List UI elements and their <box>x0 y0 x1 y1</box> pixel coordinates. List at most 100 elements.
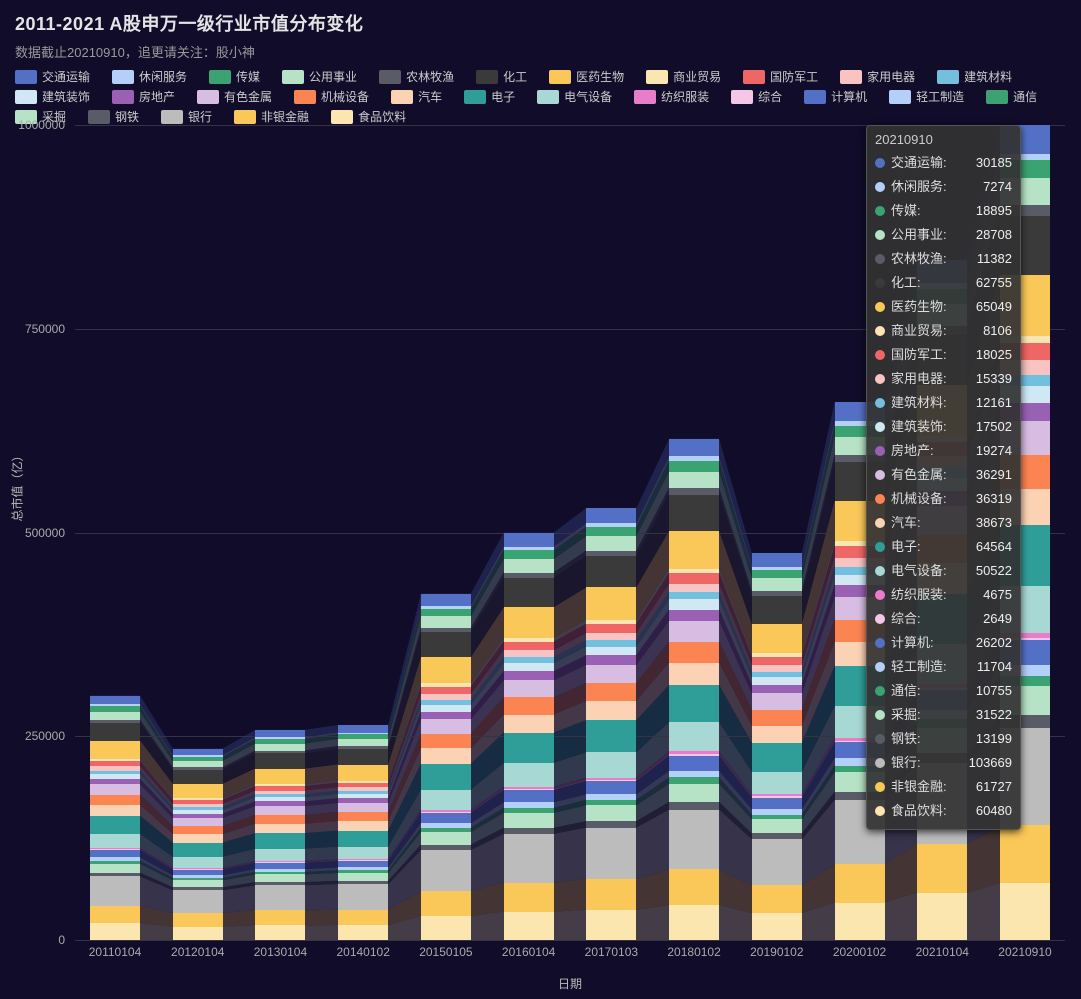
bar-segment <box>173 890 223 913</box>
bar-column[interactable] <box>338 725 388 940</box>
bar-segment <box>669 461 719 472</box>
bar-column[interactable] <box>255 730 305 940</box>
legend-swatch <box>197 90 219 104</box>
legend-item[interactable]: 公用事业 <box>282 67 357 87</box>
bar-column[interactable] <box>586 508 636 940</box>
tooltip-value: 15339 <box>976 367 1012 391</box>
bar-segment <box>255 806 305 815</box>
tooltip-row: 建筑装饰:17502 <box>875 415 1012 439</box>
tooltip-row: 轻工制造:11704 <box>875 655 1012 679</box>
legend-item[interactable]: 休闲服务 <box>112 67 187 87</box>
tooltip-value: 2649 <box>983 607 1012 631</box>
tooltip-dot <box>875 206 885 216</box>
tooltip-row: 机械设备:36319 <box>875 487 1012 511</box>
legend-label: 食品饮料 <box>358 107 406 127</box>
bar-segment <box>504 550 554 559</box>
bar-segment <box>421 687 471 694</box>
legend-item[interactable]: 钢铁 <box>88 107 139 127</box>
legend-swatch <box>476 70 498 84</box>
tooltip-value: 7274 <box>983 175 1012 199</box>
legend-item[interactable]: 通信 <box>986 87 1037 107</box>
bar-segment <box>669 663 719 685</box>
bar-segment <box>173 784 223 798</box>
bar-segment <box>90 795 140 805</box>
bar-segment <box>421 813 471 823</box>
bar-segment <box>173 927 223 940</box>
tooltip-name: 国防军工: <box>891 343 968 367</box>
legend-swatch <box>234 110 256 124</box>
x-tick-label: 20130104 <box>254 945 307 959</box>
chart-title: 2011-2021 A股申万一级行业市值分布变化 <box>15 10 1066 36</box>
bar-segment <box>90 712 140 720</box>
tooltip-name: 轻工制造: <box>891 655 969 679</box>
bar-segment <box>669 810 719 870</box>
legend-item[interactable]: 计算机 <box>804 87 867 107</box>
legend-item[interactable]: 轻工制造 <box>889 87 964 107</box>
legend-item[interactable]: 家用电器 <box>840 67 915 87</box>
bar-segment <box>338 873 388 881</box>
legend-item[interactable]: 非银金融 <box>234 107 309 127</box>
bar-column[interactable] <box>504 533 554 941</box>
bar-segment <box>669 592 719 599</box>
legend-label: 化工 <box>503 67 527 87</box>
bar-column[interactable] <box>752 553 802 940</box>
bar-segment <box>752 685 802 694</box>
legend-label: 建筑装饰 <box>42 87 90 107</box>
chart-container: 2011-2021 A股申万一级行业市值分布变化 数据截止20210910，追更… <box>0 0 1081 999</box>
legend-item[interactable]: 传媒 <box>209 67 260 87</box>
tooltip-name: 建筑装饰: <box>891 415 968 439</box>
bar-segment <box>255 910 305 925</box>
bar-segment <box>669 599 719 609</box>
legend-item[interactable]: 房地产 <box>112 87 175 107</box>
bar-segment <box>90 876 140 905</box>
legend-item[interactable]: 化工 <box>476 67 527 87</box>
bar-segment <box>669 869 719 905</box>
legend: 交通运输 休闲服务 传媒 公用事业 农林牧渔 化工 医药生物 商业贸易 国防军工 家用电器 建筑材料… <box>15 67 1066 127</box>
bar-column[interactable] <box>669 439 719 940</box>
bar-column[interactable] <box>421 594 471 940</box>
tooltip-dot <box>875 758 885 768</box>
legend-item[interactable]: 综合 <box>731 87 782 107</box>
legend-label: 银行 <box>188 107 212 127</box>
legend-item[interactable]: 机械设备 <box>294 87 369 107</box>
bar-segment <box>752 839 802 885</box>
legend-item[interactable]: 银行 <box>161 107 212 127</box>
legend-item[interactable]: 医药生物 <box>549 67 624 87</box>
bar-column[interactable] <box>90 696 140 941</box>
legend-swatch <box>112 90 134 104</box>
legend-item[interactable]: 纺织服装 <box>634 87 709 107</box>
bar-segment <box>586 655 636 665</box>
bar-segment <box>504 912 554 940</box>
x-tick-label: 20180102 <box>667 945 720 959</box>
tooltip-dot <box>875 686 885 696</box>
legend-item[interactable]: 商业贸易 <box>646 67 721 87</box>
legend-item[interactable]: 电气设备 <box>537 87 612 107</box>
legend-item[interactable]: 食品饮料 <box>331 107 406 127</box>
tooltip-value: 18895 <box>976 199 1012 223</box>
bar-segment <box>421 850 471 891</box>
tooltip-row: 银行:103669 <box>875 751 1012 775</box>
legend-item[interactable]: 农林牧渔 <box>379 67 454 87</box>
bar-segment <box>173 834 223 843</box>
tooltip-value: 11382 <box>977 247 1012 271</box>
legend-item[interactable]: 汽车 <box>391 87 442 107</box>
bar-segment <box>586 624 636 633</box>
bar-segment <box>504 763 554 787</box>
legend-swatch <box>379 70 401 84</box>
legend-item[interactable]: 建筑装饰 <box>15 87 90 107</box>
bar-segment <box>504 642 554 650</box>
tooltip-name: 医药生物: <box>891 295 968 319</box>
tooltip-row: 纺织服装:4675 <box>875 583 1012 607</box>
legend-swatch <box>537 90 559 104</box>
tooltip-value: 36319 <box>976 487 1012 511</box>
legend-item[interactable]: 建筑材料 <box>937 67 1012 87</box>
tooltip-row: 电子:64564 <box>875 535 1012 559</box>
tooltip-row: 汽车:38673 <box>875 511 1012 535</box>
legend-item[interactable]: 交通运输 <box>15 67 90 87</box>
tooltip-dot <box>875 566 885 576</box>
bar-column[interactable] <box>173 748 223 940</box>
legend-item[interactable]: 电子 <box>464 87 515 107</box>
legend-item[interactable]: 有色金属 <box>197 87 272 107</box>
tooltip-row: 综合:2649 <box>875 607 1012 631</box>
legend-item[interactable]: 国防军工 <box>743 67 818 87</box>
